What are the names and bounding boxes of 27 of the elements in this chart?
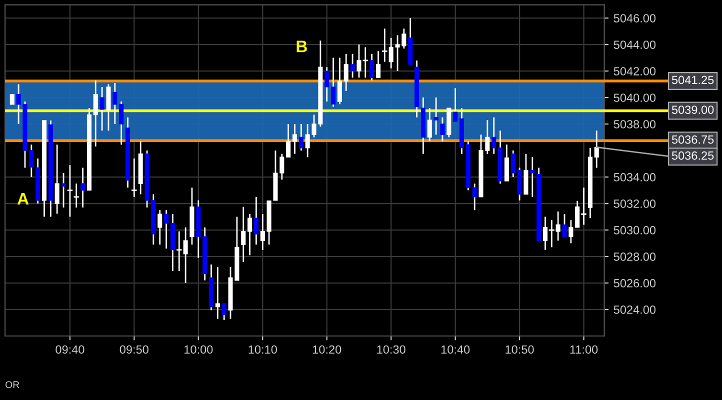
y-tick-label: 5046.00 bbox=[614, 14, 656, 22]
annotation: 5036.25 bbox=[672, 151, 714, 160]
x-tick-label: 10:20 bbox=[312, 345, 342, 354]
ref-line-label: 5039.00 bbox=[672, 106, 714, 114]
x-tick-label: 10:40 bbox=[441, 345, 470, 354]
annotation: B bbox=[296, 40, 307, 52]
y-tick-label: 5040.00 bbox=[614, 94, 656, 102]
y-tick-label: 5032.00 bbox=[614, 200, 656, 208]
x-tick-label: 10:30 bbox=[377, 345, 406, 354]
x-tick-label: 11:00 bbox=[570, 345, 598, 354]
x-tick-label: 10:00 bbox=[184, 345, 213, 354]
y-tick-label: 5038.00 bbox=[614, 120, 656, 128]
y-tick-label: 5028.00 bbox=[614, 252, 656, 261]
annotation: A bbox=[17, 193, 29, 205]
ref-line-label: 5036.75 bbox=[672, 135, 714, 144]
y-tick-label: 5026.00 bbox=[614, 279, 656, 288]
y-tick-label: 5044.00 bbox=[614, 40, 656, 49]
x-tick-label: 10:10 bbox=[248, 345, 277, 354]
y-tick-label: 5024.00 bbox=[614, 306, 656, 314]
x-tick-label: 10:50 bbox=[506, 345, 534, 354]
ref-line-label: 5041.25 bbox=[672, 76, 714, 84]
y-tick-label: 5042.00 bbox=[614, 67, 656, 76]
y-tick-label: 5034.00 bbox=[614, 173, 656, 182]
y-tick-label: 5030.00 bbox=[614, 226, 656, 234]
x-tick-label: 09:40 bbox=[56, 345, 84, 354]
x-tick-label: 09:50 bbox=[120, 345, 148, 354]
text: OR bbox=[6, 381, 20, 388]
